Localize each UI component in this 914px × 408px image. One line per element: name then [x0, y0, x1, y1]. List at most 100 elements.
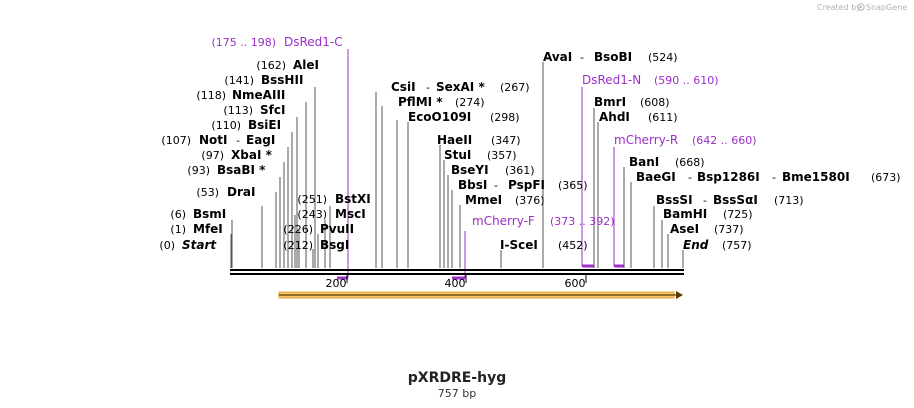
site-label[interactable]: StuI: [444, 148, 471, 162]
site-position: (162): [256, 59, 286, 72]
credit-text: Created by: [817, 3, 861, 12]
site-label[interactable]: BaeGI: [636, 170, 676, 184]
site-label[interactable]: BsaBI *: [217, 163, 266, 177]
site-position: (6): [170, 208, 186, 221]
site-label[interactable]: BsgI: [320, 238, 349, 252]
site-label[interactable]: BssHII: [261, 73, 303, 87]
map-length: 757 bp: [438, 387, 476, 400]
primer-position: (642 .. 660): [692, 134, 757, 147]
site-position: (713): [774, 194, 804, 207]
site-label[interactable]: CsiI: [391, 80, 416, 94]
site-position: (175 .. 198): [211, 36, 276, 49]
site-label[interactable]: MmeI: [465, 193, 502, 207]
site-label[interactable]: BstXI: [335, 192, 371, 206]
primer-label-dsred1-n[interactable]: DsRed1-N: [582, 73, 641, 87]
site-position: (347): [491, 134, 521, 147]
mid-left-site-labels: (251) BstXI (243) MscI (226) PvuII (212)…: [283, 192, 370, 252]
site-dash: -: [236, 134, 240, 147]
primer-position: (590 .. 610): [654, 74, 719, 87]
site-label[interactable]: Bsp1286I: [697, 170, 760, 184]
site-label[interactable]: EagI: [246, 133, 275, 147]
right-site-labels: AvaI - BsoBI (524) DsRed1-N (590 .. 610)…: [543, 50, 901, 252]
primer-label-dsred1-c[interactable]: DsRed1-C: [284, 35, 343, 49]
site-position: (141): [224, 74, 254, 87]
site-position: (212): [283, 239, 313, 252]
site-position: (118): [196, 89, 226, 102]
start-label: Start: [182, 238, 217, 252]
site-position: (357): [487, 149, 517, 162]
end-label: End: [683, 238, 709, 252]
site-position: (251): [297, 193, 327, 206]
site-position: (611): [648, 111, 678, 124]
site-label[interactable]: BsoBI: [594, 50, 632, 64]
site-label[interactable]: EcoO109I: [408, 110, 471, 124]
primer-label-mcherry-f[interactable]: mCherry-F: [472, 214, 535, 228]
site-label[interactable]: AseI: [670, 222, 699, 236]
site-label[interactable]: BssSαI: [713, 193, 758, 207]
site-position: (267): [500, 81, 530, 94]
site-position: (93): [187, 164, 210, 177]
site-label[interactable]: I-SceI: [500, 238, 538, 252]
site-label[interactable]: NmeAIII: [232, 88, 285, 102]
site-label[interactable]: BsmI: [193, 207, 226, 221]
site-label[interactable]: MscI: [335, 207, 366, 221]
feature-arrow[interactable]: [278, 291, 683, 299]
site-label[interactable]: BmrI: [594, 95, 626, 109]
site-label[interactable]: AvaI: [543, 50, 572, 64]
site-label[interactable]: PspFI: [508, 178, 545, 192]
site-label[interactable]: BsiEI: [248, 118, 281, 132]
site-label[interactable]: SexAI *: [436, 80, 485, 94]
dna-backbone: [230, 269, 684, 275]
site-position: (53): [196, 186, 219, 199]
site-dash: -: [426, 81, 430, 94]
site-dash: -: [688, 171, 692, 184]
ruler: 200 400 600: [326, 274, 587, 290]
credit-brand: SnapGene: [866, 3, 907, 12]
site-label[interactable]: AhdI: [599, 110, 630, 124]
site-label[interactable]: BssSI: [656, 193, 693, 207]
site-position: (668): [675, 156, 705, 169]
center-site-labels: CsiI - SexAI * (267) PflMI * (274) EcoO1…: [391, 80, 615, 252]
map-title: pXRDRE-hyg: [408, 370, 507, 386]
site-label[interactable]: HaeII: [437, 133, 472, 147]
site-position: (757): [722, 239, 752, 252]
site-position: (524): [648, 51, 678, 64]
primer-label-mcherry-r[interactable]: mCherry-R: [614, 133, 678, 147]
site-position: (226): [283, 223, 313, 236]
site-dash: -: [703, 194, 707, 207]
site-position: (361): [505, 164, 535, 177]
site-label[interactable]: BamHI: [663, 207, 707, 221]
left-site-labels: (175 .. 198) DsRed1-C (162) AleI (141) B…: [159, 35, 342, 252]
site-label[interactable]: BbsI: [458, 178, 487, 192]
ruler-tick-label: 600: [565, 277, 586, 290]
site-label[interactable]: Bme1580I: [782, 170, 850, 184]
site-position: (97): [201, 149, 224, 162]
ruler-tick-label: 400: [445, 277, 466, 290]
site-position: (110): [211, 119, 241, 132]
site-dash: -: [772, 171, 776, 184]
site-label[interactable]: BanI: [629, 155, 659, 169]
site-label[interactable]: MfeI: [193, 222, 223, 236]
snapgene-logo-icon: [857, 3, 865, 11]
site-position: (608): [640, 96, 670, 109]
ruler-tick-label: 200: [326, 277, 347, 290]
site-position: (274): [455, 96, 485, 109]
site-label[interactable]: XbaI *: [231, 148, 273, 162]
site-position: (0): [159, 239, 175, 252]
site-position: (452): [558, 239, 588, 252]
site-position: (113): [223, 104, 253, 117]
site-label[interactable]: PvuII: [320, 222, 354, 236]
site-position: (365): [558, 179, 588, 192]
site-label[interactable]: PflMI *: [398, 95, 443, 109]
site-position: (376): [515, 194, 545, 207]
site-label[interactable]: BseYI: [451, 163, 489, 177]
site-label[interactable]: DraI: [227, 185, 255, 199]
site-position: (737): [714, 223, 744, 236]
site-dash: -: [580, 51, 584, 64]
primer-position: (373 .. 392): [550, 215, 615, 228]
site-label[interactable]: NotI: [199, 133, 228, 147]
site-label[interactable]: SfcI: [260, 103, 285, 117]
site-position: (243): [297, 208, 327, 221]
site-position: (107): [161, 134, 191, 147]
site-label[interactable]: AleI: [293, 58, 319, 72]
